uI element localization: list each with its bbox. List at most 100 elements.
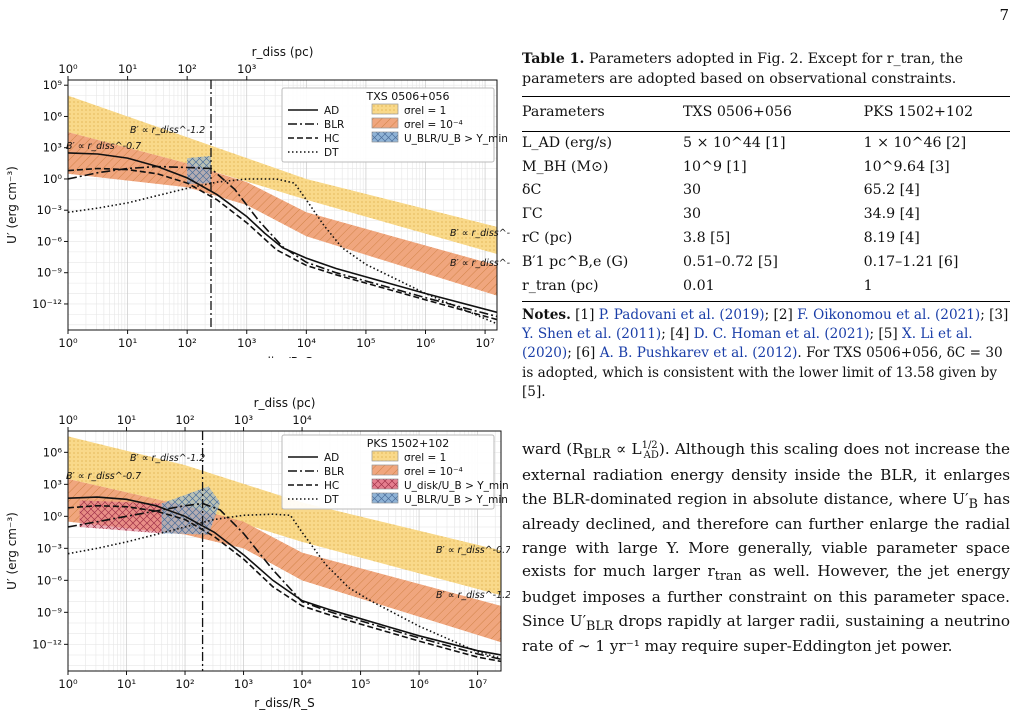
legend-label: AD [324, 452, 339, 464]
ref-link-1[interactable]: P. Padovani et al. (2019) [598, 306, 765, 323]
ref-link-5[interactable]: X. Li et al. (2020) [522, 326, 973, 362]
cell: 3.8 [5] [683, 230, 731, 247]
y-tick-label: 10⁻⁹ [37, 266, 63, 280]
x-tick-label: 10⁵ [356, 336, 376, 350]
y-tick-label: 10⁰ [43, 509, 63, 523]
ref-link-2[interactable]: F. Oikonomou et al. (2021) [797, 306, 981, 323]
legend-swatch [371, 492, 399, 504]
region-blr-hatch [187, 156, 211, 185]
cell: 10^9.64 [3] [863, 158, 950, 175]
x-tick-label: 10³ [234, 677, 254, 691]
body-text: as well. However, the jet energy budget … [522, 562, 1010, 630]
body-text: ward (R [522, 440, 584, 459]
top-tick-label: 10⁴ [292, 413, 312, 427]
notes-text: ; [3] [980, 306, 1009, 323]
legend-label: σrel = 1 [404, 452, 446, 464]
ref-link-3[interactable]: Y. Shen et al. (2011) [522, 326, 662, 343]
ref-link-6[interactable]: A. B. Pushkarev et al. (2012) [599, 345, 798, 362]
table-row: B′1 pc^B,e (G) 0.51–0.72 [5] 0.17–1.21 [6] [522, 251, 1010, 275]
x-tick-label: 10⁷ [468, 677, 488, 691]
legend-label: DT [324, 147, 339, 159]
top-tick-label: 10⁰ [58, 413, 78, 427]
table-caption-label: Table 1. [522, 51, 585, 67]
legend-label: U_disk/U_B > Y_min [404, 480, 509, 492]
slope-annotation: B′ ∝ r_diss^-1.2 [450, 258, 510, 269]
x-axis-label: r_diss/R_S [254, 696, 314, 710]
band-sigma-1-dots [68, 95, 497, 254]
parameters-table: Parameters TXS 0506+056 PKS 1502+102 L_A… [522, 95, 1010, 302]
cell: L_AD (erg/s) [522, 134, 613, 151]
cell: r_tran (pc) [522, 274, 684, 302]
series-blr [68, 165, 497, 318]
table-row: r_tran (pc) 0.01 1 [522, 274, 1010, 302]
y-tick-label: 10⁶ [43, 445, 63, 459]
legend-swatch [371, 478, 399, 490]
body-sub: BLR [583, 446, 611, 462]
axes-frame [67, 79, 498, 331]
cell: δC [522, 182, 542, 199]
x-tick-label: 10⁶ [416, 336, 436, 350]
source-label: TXS 0506+056 [366, 90, 450, 103]
cell: 65.2 [4] [863, 182, 920, 199]
y-tick-label: 10³ [43, 141, 63, 155]
legend-label: σrel = 10⁻⁴ [404, 119, 463, 131]
plot-area [68, 431, 501, 671]
body-sub: tran [714, 568, 742, 584]
legend-label: DT [324, 494, 339, 506]
top-axis-label: r_diss (pc) [254, 396, 316, 410]
table-row: ΓC 30 34.9 [4] [522, 203, 1010, 227]
right-column: Table 1. Parameters adopted in Fig. 2. E… [522, 50, 1010, 659]
slope-annotation: B′ ∝ r_diss^-1.2 [130, 453, 205, 464]
x-tick-label: 10⁴ [297, 336, 317, 350]
x-tick-label: 10⁵ [351, 677, 371, 691]
series-ad [68, 152, 497, 314]
y-axis-label: U′ (erg cm⁻³) [5, 512, 19, 590]
header-parameters: Parameters [522, 95, 684, 132]
legend-label: U_BLR/U_B > Y_min [404, 133, 508, 145]
x-axis-label: r_diss/R_S [252, 355, 312, 358]
cell: 5 × 10^44 [1] [683, 134, 786, 151]
series-hc [68, 167, 497, 321]
body-sub: AD [643, 450, 659, 462]
table-caption: Table 1. Parameters adopted in Fig. 2. E… [522, 50, 1010, 90]
notes-text: ; [4] [661, 326, 694, 343]
ref-link-4[interactable]: D. C. Homan et al. (2021) [693, 326, 870, 343]
y-tick-label: 10⁻⁹ [37, 605, 63, 619]
slope-annotation: B′ ∝ r_diss^-1.2 [130, 125, 205, 136]
plot-area [68, 80, 497, 330]
cell: 0.17–1.21 [6] [863, 254, 959, 270]
x-tick-label: 10³ [237, 336, 257, 350]
series-blr [68, 502, 501, 661]
table-row: rC (pc) 3.8 [5] 8.19 [4] [522, 227, 1010, 251]
series-hc [68, 504, 501, 663]
notes-text: ; [6] [567, 345, 600, 362]
top-tick-label: 10² [178, 62, 197, 76]
body-sub: B [968, 495, 978, 511]
top-tick-label: 10³ [237, 62, 257, 76]
body-text: ∝ L [610, 440, 642, 459]
x-tick-label: 10² [175, 677, 194, 691]
body-text: ). Although this scaling does not increa… [522, 440, 1010, 508]
legend-label: σrel = 10⁻⁴ [404, 466, 463, 478]
cell: 0.51–0.72 [5] [683, 254, 778, 270]
notes-text: . For TXS 0506+056, δC = 30 is adopted, … [522, 345, 1003, 400]
cell: 34.9 [4] [863, 206, 920, 223]
table-notes: Notes. [1] P. Padovani et al. (2019); [2… [522, 306, 1010, 402]
cell: ΓC [522, 206, 543, 223]
slope-annotation: B′ ∝ r_diss^-0.7 [450, 228, 510, 239]
slope-annotation: B′ ∝ r_diss^-1.2 [436, 590, 510, 601]
top-tick-label: 10² [175, 413, 194, 427]
axes-frame [67, 430, 502, 672]
x-tick-label: 10⁷ [475, 336, 495, 350]
body-sub: BLR [586, 617, 614, 633]
figure-bottom-pks: 10⁰ 10¹ 10² 10³ 10⁴ 10⁵ 10⁶ 10⁷ 10⁰ 10¹ 10² 10³ 10⁴ 1… [5, 396, 510, 710]
legend-swatch [371, 450, 399, 462]
x-tick-label: 10⁰ [58, 677, 78, 691]
y-tick-label: 10⁻⁶ [37, 234, 63, 248]
notes-label: Notes. [522, 306, 571, 323]
header-pks: PKS 1502+102 [863, 95, 1010, 132]
body-paragraph: ward (RBLR ∝ L1/2AD). Although this scal… [522, 438, 1010, 659]
table-row: L_AD (erg/s) 5 × 10^44 [1] 1 × 10^46 [2] [522, 131, 1010, 155]
cell: 30 [683, 206, 702, 223]
cell: 0.01 [683, 274, 864, 302]
